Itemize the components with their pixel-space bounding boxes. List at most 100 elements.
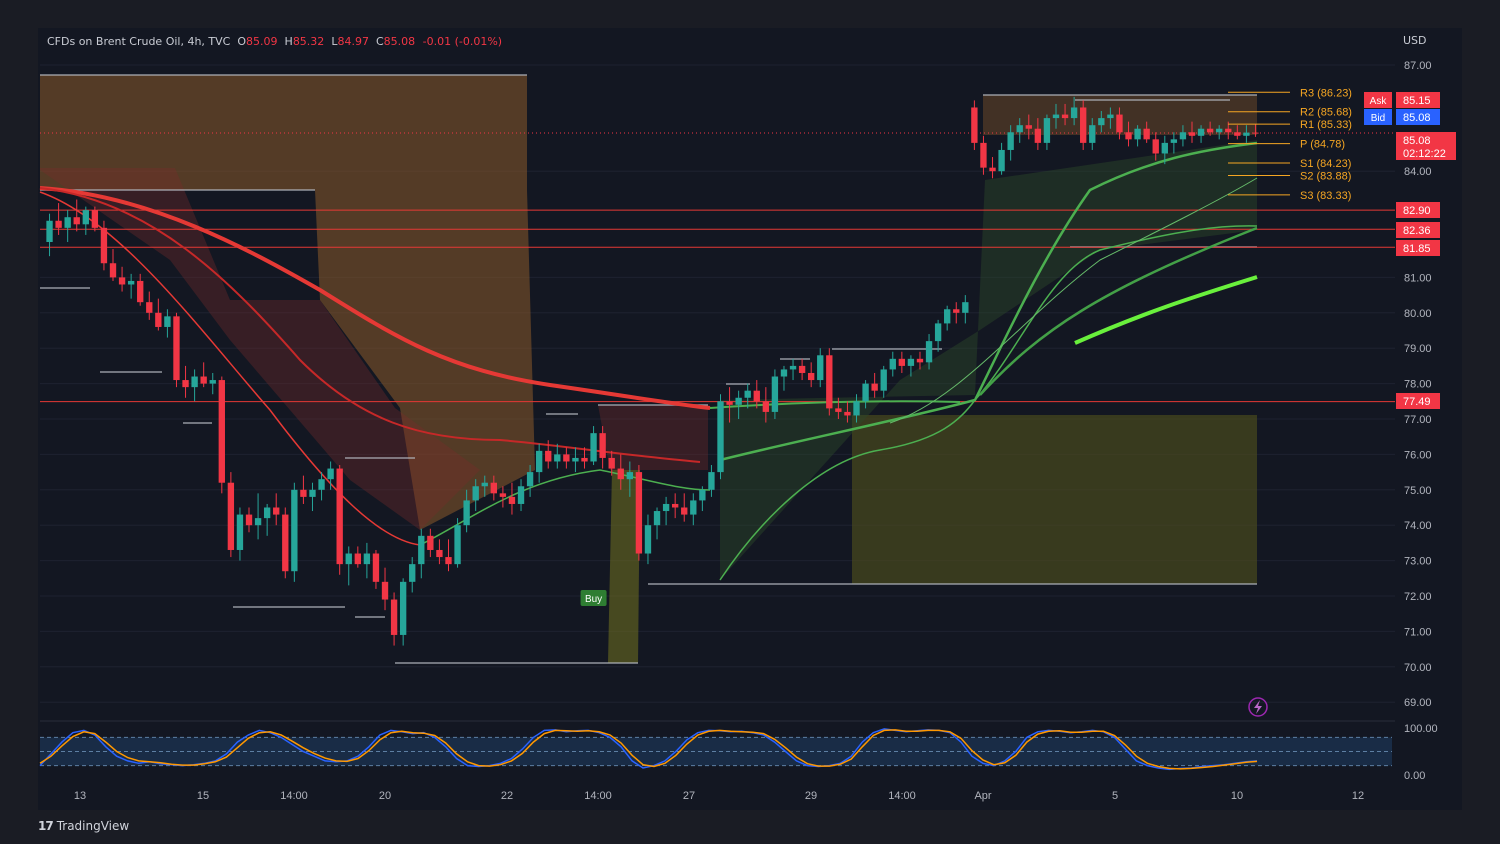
candle[interactable] <box>146 291 153 320</box>
candle[interactable] <box>1216 125 1223 140</box>
candle[interactable] <box>254 493 262 540</box>
candle[interactable] <box>399 578 407 646</box>
candle[interactable] <box>608 450 615 476</box>
candle[interactable] <box>925 334 933 370</box>
candle[interactable] <box>581 447 588 469</box>
candle[interactable] <box>55 203 62 235</box>
candle[interactable] <box>907 355 915 377</box>
candle[interactable] <box>1188 121 1196 143</box>
candle[interactable] <box>73 199 80 232</box>
candle[interactable] <box>137 273 144 306</box>
candle[interactable] <box>962 295 969 324</box>
candle[interactable] <box>862 380 869 409</box>
candle[interactable] <box>708 465 715 497</box>
candle[interactable] <box>1070 96 1078 126</box>
candle[interactable] <box>1007 125 1014 161</box>
candle[interactable] <box>418 528 425 579</box>
candle[interactable] <box>590 426 597 466</box>
candle[interactable] <box>100 220 108 271</box>
candle[interactable] <box>1061 103 1069 126</box>
tradingview-brand[interactable]: 17 TradingView <box>38 819 129 833</box>
candle[interactable] <box>572 447 579 473</box>
candle[interactable] <box>1252 124 1259 137</box>
candle[interactable] <box>508 482 516 515</box>
candle[interactable] <box>535 443 543 483</box>
candle[interactable] <box>726 387 733 423</box>
candle[interactable] <box>354 546 361 568</box>
candle[interactable] <box>699 486 706 512</box>
candle[interactable] <box>245 507 253 533</box>
candle[interactable] <box>1107 107 1114 129</box>
candle[interactable] <box>889 351 896 377</box>
buy-signal[interactable]: Buy <box>580 590 607 606</box>
candle[interactable] <box>1206 121 1214 136</box>
candle[interactable] <box>1143 121 1150 143</box>
candle[interactable] <box>762 387 770 423</box>
candle[interactable] <box>653 507 661 540</box>
candle[interactable] <box>481 475 488 497</box>
candle[interactable] <box>390 592 398 646</box>
candle[interactable] <box>644 514 652 565</box>
candle[interactable] <box>472 479 479 512</box>
candle[interactable] <box>282 507 289 579</box>
candle[interactable] <box>191 369 198 402</box>
candle[interactable] <box>300 475 307 504</box>
candle[interactable] <box>934 319 942 352</box>
candle[interactable] <box>880 365 887 398</box>
candle[interactable] <box>109 249 117 281</box>
candle[interactable] <box>173 312 180 388</box>
candle[interactable] <box>336 465 343 575</box>
candle[interactable] <box>1098 111 1105 133</box>
candle[interactable] <box>626 461 634 497</box>
candle[interactable] <box>345 546 352 586</box>
candle[interactable] <box>118 266 126 292</box>
candle[interactable] <box>898 351 906 373</box>
candle[interactable] <box>445 539 452 572</box>
candle[interactable] <box>381 567 389 611</box>
candle[interactable] <box>599 426 606 469</box>
candle[interactable] <box>209 372 216 395</box>
candle[interactable] <box>91 206 99 232</box>
candle[interactable] <box>372 549 380 589</box>
candle[interactable] <box>690 493 697 526</box>
candle[interactable] <box>463 489 470 533</box>
candle[interactable] <box>681 493 688 522</box>
candle[interactable] <box>916 351 924 370</box>
candle[interactable] <box>1016 118 1023 143</box>
price-tag[interactable]: 82.90 <box>1396 202 1440 218</box>
candle[interactable] <box>291 482 298 582</box>
candle[interactable] <box>798 358 806 381</box>
candle[interactable] <box>635 465 643 561</box>
candle[interactable] <box>989 157 996 179</box>
price-tag[interactable]: 82.36 <box>1396 222 1440 238</box>
candle[interactable] <box>662 496 670 526</box>
candle[interactable] <box>327 461 334 490</box>
candle[interactable] <box>155 298 162 331</box>
candle[interactable] <box>454 518 461 568</box>
candle[interactable] <box>563 447 570 469</box>
price-tag[interactable]: Ask 85.15 <box>1364 92 1440 108</box>
candle[interactable] <box>1025 114 1032 140</box>
candle[interactable] <box>1034 118 1042 150</box>
candle[interactable] <box>363 542 371 579</box>
candle[interactable] <box>671 493 679 519</box>
price-tag[interactable]: 81.85 <box>1396 240 1440 256</box>
candle[interactable] <box>844 401 851 423</box>
candle[interactable] <box>717 394 724 480</box>
candle[interactable] <box>953 302 960 324</box>
candle[interactable] <box>1134 125 1141 147</box>
price-tag[interactable]: 77.49 <box>1396 393 1440 409</box>
candle[interactable] <box>1152 132 1159 161</box>
candle[interactable] <box>409 557 416 593</box>
candle[interactable] <box>998 142 1005 175</box>
candle[interactable] <box>236 507 244 561</box>
candle[interactable] <box>735 390 742 419</box>
candle[interactable] <box>499 486 507 508</box>
candle[interactable] <box>227 472 235 558</box>
candle[interactable] <box>1043 114 1051 150</box>
candle[interactable] <box>617 454 624 490</box>
candle[interactable] <box>82 206 89 235</box>
candle[interactable] <box>944 305 951 331</box>
candle[interactable] <box>127 273 135 299</box>
